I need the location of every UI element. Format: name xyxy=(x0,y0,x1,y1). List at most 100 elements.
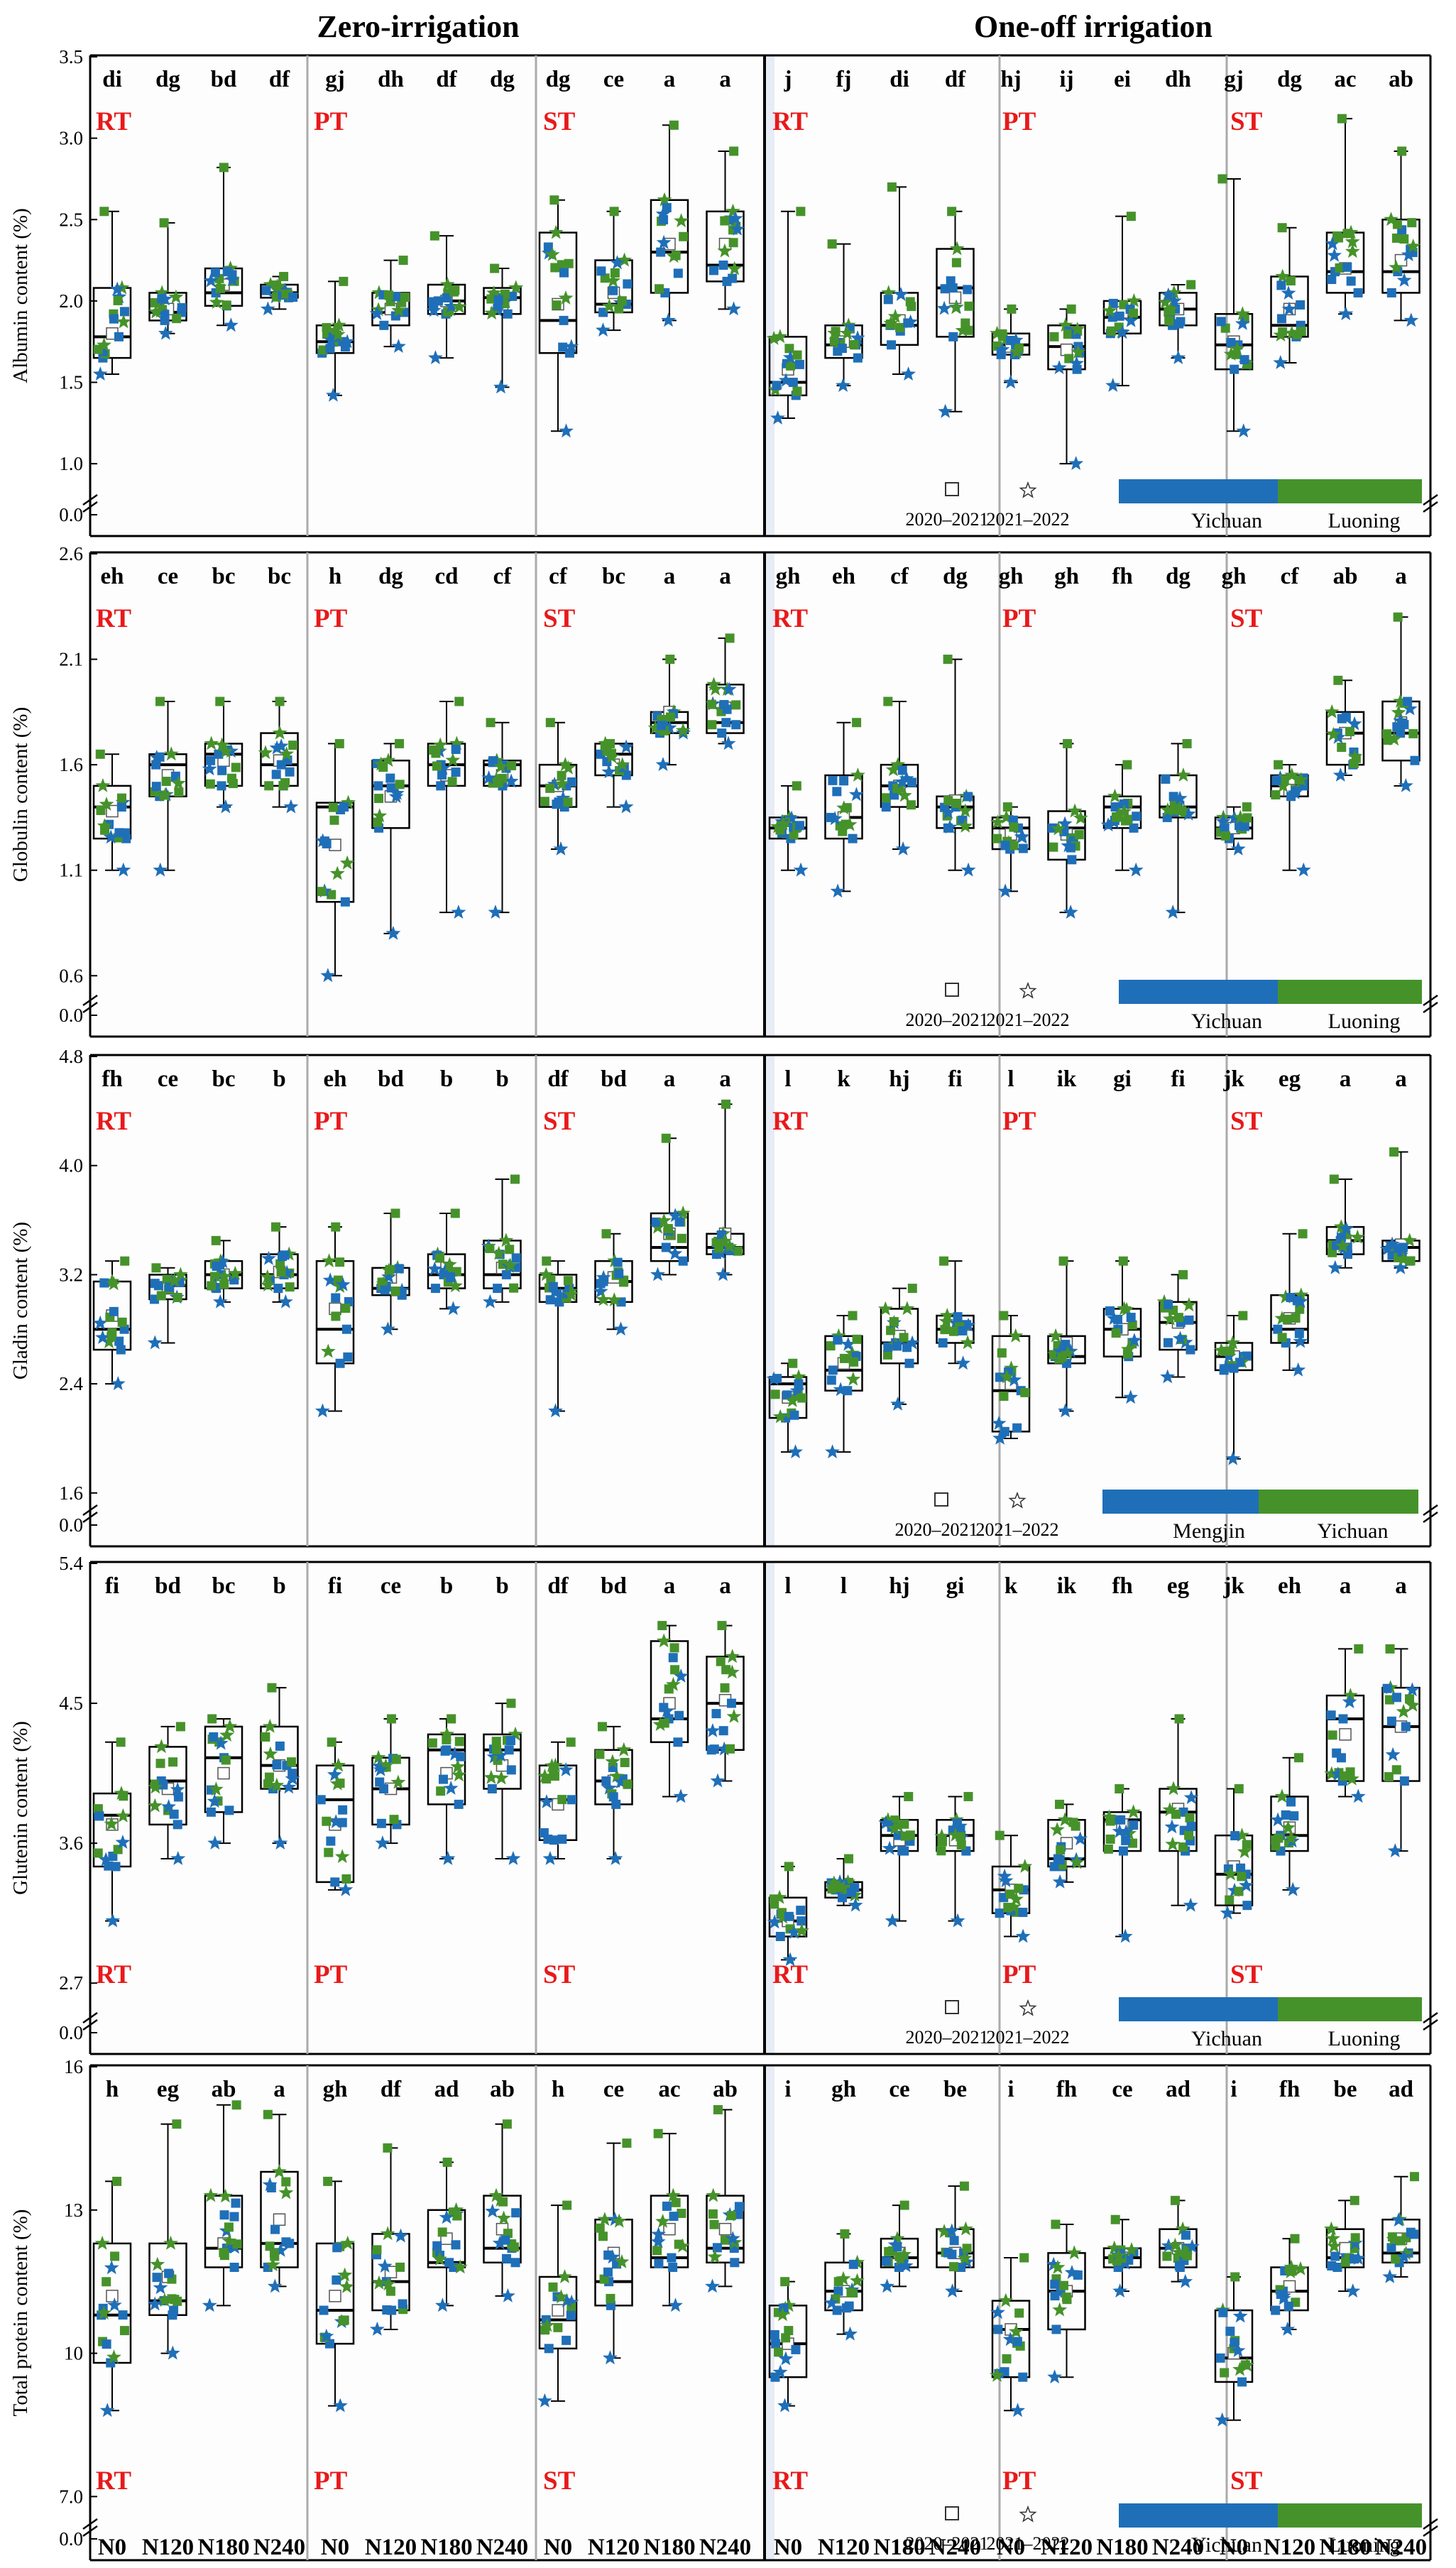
observation-square xyxy=(1226,337,1236,347)
box-5 xyxy=(315,2176,356,2413)
observation-square xyxy=(1122,760,1132,770)
box-3 xyxy=(204,1235,243,1308)
x-category-label: N180 xyxy=(873,2535,925,2560)
observation-square xyxy=(1168,792,1178,802)
box-13 xyxy=(766,207,808,425)
observation-star xyxy=(1070,322,1085,336)
observation-square xyxy=(850,1883,860,1893)
y-tick-label: 1.6 xyxy=(59,1482,83,1504)
observation-square xyxy=(887,340,897,350)
legend-year-2020: 2020–2021 xyxy=(906,1010,989,1030)
box-iqr xyxy=(1381,219,1421,294)
observation-star xyxy=(727,261,743,275)
observation-star xyxy=(207,1835,223,1849)
observation-star xyxy=(1379,1241,1395,1256)
observation-star xyxy=(104,2260,119,2275)
observation-star xyxy=(949,241,965,256)
observation-square xyxy=(881,802,891,812)
observation-star xyxy=(601,1780,617,1795)
observation-square xyxy=(1115,311,1124,321)
observation-square xyxy=(1342,229,1352,239)
observation-square xyxy=(1276,280,1286,290)
observation-star xyxy=(843,2326,858,2341)
observation-star xyxy=(115,1835,131,1849)
observation-star xyxy=(890,1396,906,1411)
observation-square xyxy=(1296,327,1306,337)
observation-star xyxy=(1057,1812,1073,1827)
observation-star xyxy=(845,1371,861,1386)
observation-square xyxy=(1118,1846,1128,1856)
observation-star xyxy=(537,2393,552,2408)
observation-square xyxy=(271,770,281,780)
observation-square xyxy=(94,1811,104,1821)
observation-square xyxy=(792,350,802,360)
observation-star xyxy=(1230,341,1245,356)
observation-star xyxy=(724,1664,740,1679)
observation-square xyxy=(963,285,973,295)
observation-star xyxy=(605,1754,620,1769)
legend-bar-site-a xyxy=(1102,1490,1259,1514)
observation-square xyxy=(1005,1889,1015,1899)
observation-star xyxy=(553,841,569,856)
observation-square xyxy=(102,2277,111,2287)
observation-square xyxy=(375,1777,385,1787)
observation-square xyxy=(1332,1240,1342,1250)
significance-letter: b xyxy=(273,1573,285,1599)
legend-year-2020: 2020–2021 xyxy=(906,509,989,530)
observation-square xyxy=(206,1807,216,1817)
observation-star xyxy=(1124,2241,1139,2256)
observation-square xyxy=(943,795,953,805)
observation-square xyxy=(772,381,782,390)
observation-square xyxy=(1066,843,1075,853)
box-1 xyxy=(92,207,132,381)
observation-star xyxy=(1274,1311,1290,1326)
observation-star xyxy=(848,787,864,802)
observation-star xyxy=(1225,1450,1241,1465)
observation-star xyxy=(722,1239,738,1253)
observation-square xyxy=(1225,1895,1235,1905)
observation-star xyxy=(766,331,782,345)
x-category-label: N120 xyxy=(1041,2535,1093,2560)
observation-star xyxy=(170,1851,186,1865)
observation-star xyxy=(1102,302,1117,317)
observation-square xyxy=(995,1908,1005,1918)
tillage-label-rt: RT xyxy=(96,1960,131,1989)
observation-square xyxy=(261,285,271,295)
tillage-label-pt: PT xyxy=(1002,604,1036,633)
observation-star xyxy=(325,387,341,402)
observation-star xyxy=(1017,1859,1033,1873)
significance-letter: eg xyxy=(1279,1066,1301,1092)
observation-star xyxy=(778,2351,794,2366)
observation-star xyxy=(337,2267,353,2282)
box-24 xyxy=(1379,1147,1421,1274)
observation-square xyxy=(608,1792,618,1802)
observation-star xyxy=(777,2398,792,2413)
observation-star xyxy=(1063,905,1078,919)
observation-star xyxy=(314,1403,330,1418)
observation-star xyxy=(1127,1333,1142,1348)
observation-star xyxy=(332,317,346,332)
observation-square xyxy=(1298,1229,1308,1239)
observation-square xyxy=(1382,729,1392,739)
observation-star xyxy=(564,339,579,354)
observation-square xyxy=(668,2263,678,2273)
observation-square xyxy=(1327,275,1337,285)
observation-star xyxy=(552,1287,568,1302)
observation-square xyxy=(95,749,105,759)
observation-square xyxy=(726,2211,736,2221)
observation-star xyxy=(1111,807,1127,821)
observation-star xyxy=(899,770,914,785)
observation-star xyxy=(1215,2412,1230,2427)
observation-square xyxy=(733,1246,743,1256)
significance-letter: fj xyxy=(836,67,852,92)
observation-square xyxy=(958,1326,968,1335)
observation-star xyxy=(451,1767,466,1782)
observation-square xyxy=(1220,823,1230,833)
observation-square xyxy=(900,1831,910,1841)
observation-square xyxy=(454,696,464,706)
observation-square xyxy=(1112,1314,1122,1324)
observation-square xyxy=(1391,1765,1401,1775)
significance-letter: bd xyxy=(601,1573,627,1599)
